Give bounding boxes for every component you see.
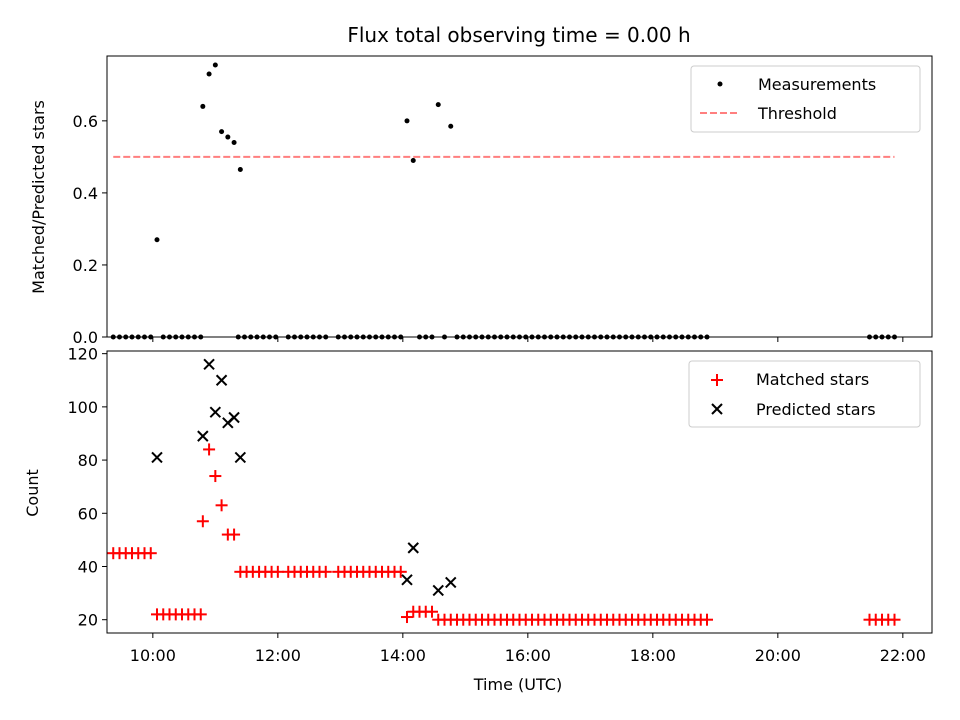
top-panel-frame <box>106 55 933 338</box>
predicted-star-point <box>234 451 247 464</box>
predicted-star-point <box>432 584 444 597</box>
bottom-y-tick-label: 40 <box>78 557 98 576</box>
bottom-panel: 20 40 60 80 100 120 10:00 12:00 14:00 16:00 18:00… <box>23 345 933 694</box>
measurement-point <box>435 102 441 108</box>
matched-star-point <box>426 605 438 618</box>
bottom-y-ticks: 20 40 60 80 100 120 <box>67 345 107 630</box>
measurement-point <box>206 71 212 77</box>
legend-matched-label: Matched stars <box>756 370 869 389</box>
measurement-point <box>154 237 160 243</box>
bottom-x-tick-label: 16:00 <box>505 646 551 665</box>
matched-star-point <box>319 565 332 578</box>
measurement-point <box>212 62 218 68</box>
predicted-star-point <box>407 542 419 554</box>
matched-star-point <box>271 565 284 578</box>
bottom-y-tick-label: 120 <box>67 345 98 364</box>
matched-star-point <box>144 547 157 560</box>
bottom-legend-box <box>688 360 921 428</box>
bottom-y-tick-label: 60 <box>78 504 98 523</box>
bottom-data-marks <box>107 358 901 626</box>
legend-threshold-label: Threshold <box>757 104 837 123</box>
bottom-y-tick-label: 100 <box>67 398 98 417</box>
predicted-star-point <box>215 374 228 386</box>
matched-star-point <box>888 613 901 626</box>
top-y-tick-label: 0.2 <box>73 256 98 275</box>
measurement-point <box>237 166 243 172</box>
top-y-axis-label: Matched/Predicted stars <box>29 100 48 294</box>
bottom-x-ticks: 10:00 12:00 14:00 16:00 18:00 20:00 22:00 <box>130 633 926 665</box>
bottom-x-tick-label: 20:00 <box>755 646 801 665</box>
top-y-tick-label: 0.6 <box>73 112 98 131</box>
top-y-tick-label: 0.0 <box>73 328 98 347</box>
measurement-point <box>410 157 416 163</box>
bottom-y-tick-label: 80 <box>78 451 98 470</box>
measurement-point <box>200 103 206 109</box>
bottom-x-tick-label: 12:00 <box>255 646 301 665</box>
measurement-point <box>219 129 225 135</box>
legend-matched-marker <box>711 374 723 386</box>
bottom-legend: Matched stars Predicted stars <box>688 360 921 428</box>
top-chart-title: Flux total observing time = 0.00 h <box>347 23 690 47</box>
matched-star-point <box>196 515 209 528</box>
bottom-x-axis-label: Time (UTC) <box>473 675 562 694</box>
top-x-ticks <box>152 337 904 342</box>
matched-star-point <box>215 499 228 512</box>
legend-predicted-marker <box>711 403 723 415</box>
predicted-star-point <box>209 406 222 418</box>
top-legend: Measurements Threshold <box>690 65 921 133</box>
predicted-star-point <box>228 411 240 424</box>
bottom-x-tick-label: 14:00 <box>380 646 426 665</box>
bottom-panel-frame <box>106 350 933 634</box>
predicted-star-point <box>401 574 413 586</box>
top-y-ticks: 0.0 0.2 0.4 0.6 <box>73 112 107 347</box>
top-panel: 0.0 0.2 0.4 0.6 Matched/Predicted stars Mea… <box>29 55 933 347</box>
bottom-x-tick-label: 22:00 <box>880 646 926 665</box>
measurement-point <box>225 134 231 140</box>
bottom-x-tick-label: 10:00 <box>130 646 176 665</box>
bottom-y-axis-label: Count <box>23 469 42 517</box>
measurement-point <box>404 118 410 124</box>
matched-star-point <box>203 443 216 456</box>
matched-star-point <box>701 613 713 626</box>
matched-star-point <box>401 611 413 624</box>
predicted-star-point <box>151 451 163 464</box>
legend-predicted-label: Predicted stars <box>756 400 876 419</box>
bottom-x-tick-label: 18:00 <box>630 646 676 665</box>
predicted-star-point <box>445 576 457 589</box>
legend-measurements-label: Measurements <box>758 75 876 94</box>
measurement-point <box>231 139 237 145</box>
matched-star-point <box>394 565 407 578</box>
matched-star-point <box>228 528 241 541</box>
matched-star-point <box>209 470 222 483</box>
predicted-star-point <box>203 358 215 371</box>
matched-star-point <box>194 608 207 621</box>
predicted-star-point <box>197 430 209 442</box>
legend-measurements-marker <box>717 81 723 87</box>
measurement-point <box>448 123 454 129</box>
top-y-tick-label: 0.4 <box>73 184 98 203</box>
bottom-y-tick-label: 20 <box>78 611 98 630</box>
top-legend-box <box>690 65 921 133</box>
